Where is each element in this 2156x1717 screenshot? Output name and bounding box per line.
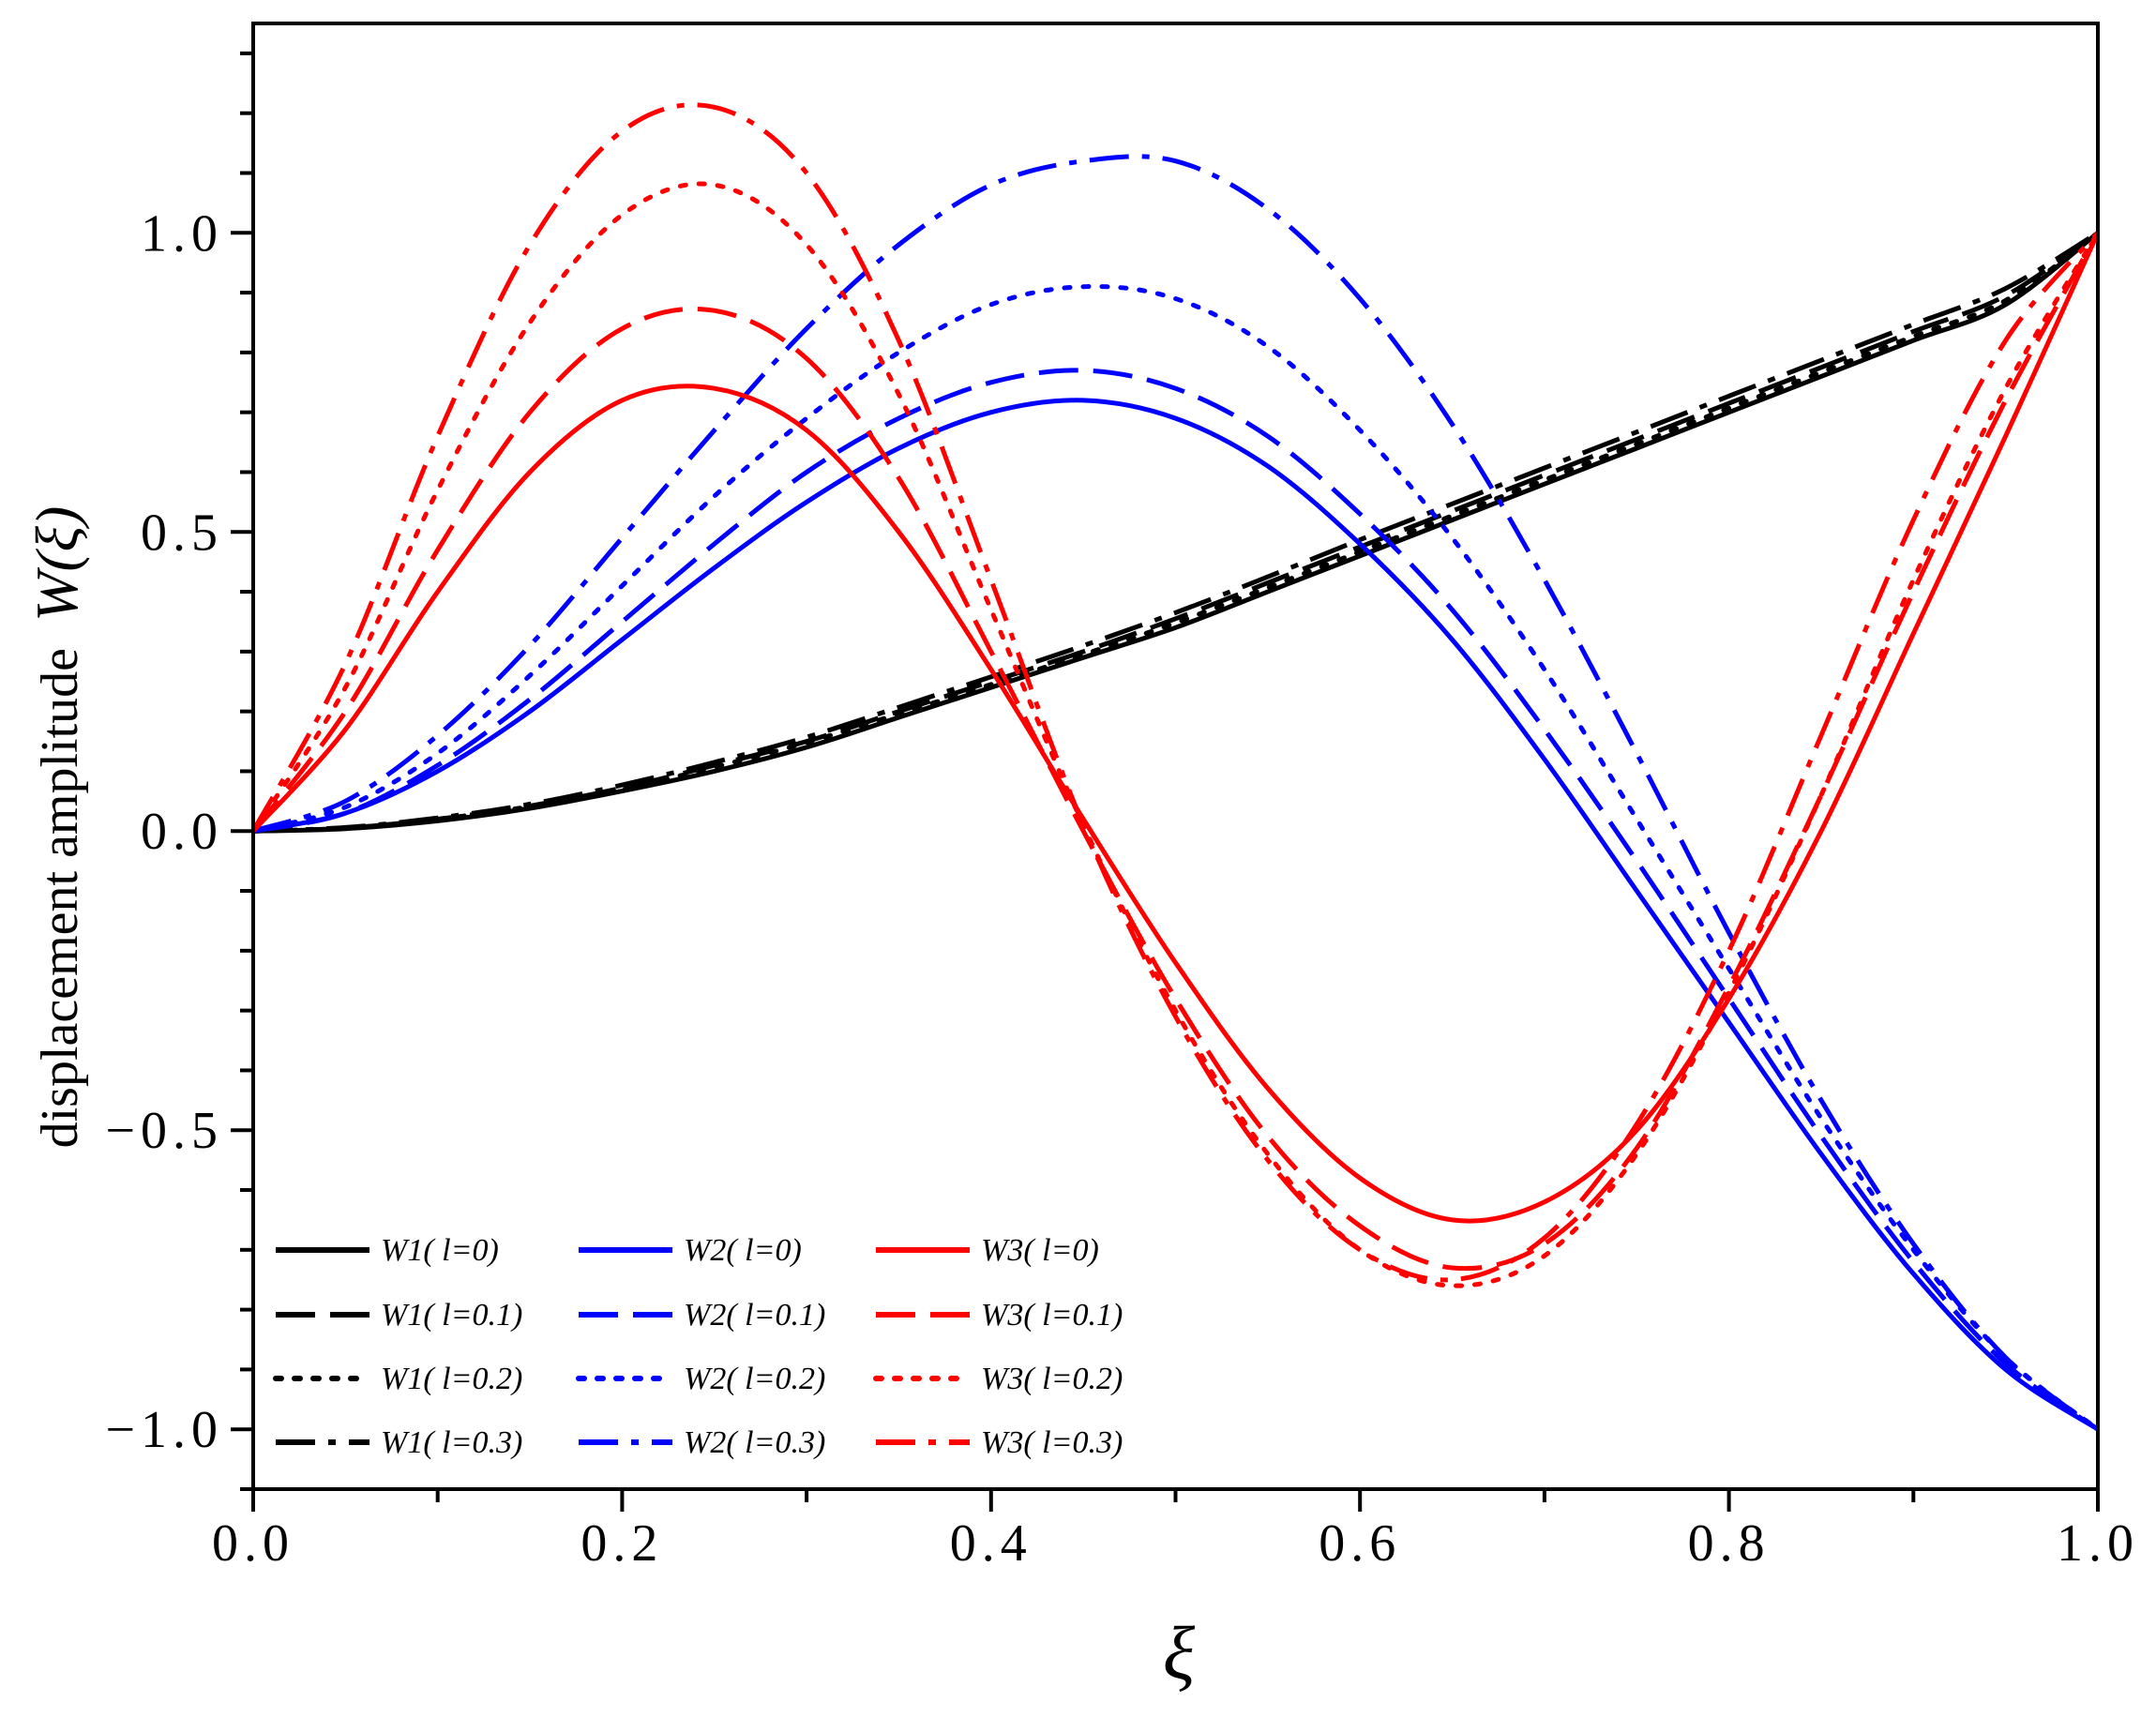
legend-entry: W3( l=0.1) [876,1298,1123,1333]
legend: W1( l=0) W1( l=0.1) W1( l=0.2) W1( l=0.3) W2… [273,1233,1123,1460]
y-tick-label: 0.5 [141,504,223,562]
legend-entry: W1( l=0.3) [276,1425,522,1460]
series-line-w1-l0 [253,231,2098,834]
legend-entry: W2( l=0) [579,1233,802,1268]
series-line-w1-l03 [253,231,2098,834]
y-tick-label: 1.0 [141,204,223,263]
legend-label: W2( l=0) [684,1233,802,1268]
series-line-w3-l0 [253,232,2098,1224]
x-tick-label: 0.2 [580,1514,663,1573]
x-axis-title: ξ [1163,1613,1196,1695]
x-tick-label: 0.4 [950,1514,1033,1573]
legend-entry: W3( l=0.2) [873,1362,1123,1396]
legend-entry: W1( l=0.2) [273,1362,522,1396]
plot-frame [251,22,2100,1491]
x-tick-label: 0.6 [1319,1514,1401,1573]
x-tick-label: 0.8 [1688,1514,1771,1573]
series-line-w2-l01 [253,368,2098,1432]
x-tick-label: 1.0 [2057,1514,2139,1573]
y-tick-label: −0.5 [105,1102,223,1160]
series-line-w3-l01 [253,232,2098,1272]
series-line-w1-l02 [253,230,2098,834]
legend-label: W2( l=0.1) [684,1298,825,1333]
legend-entry: W2( l=0.2) [576,1362,825,1396]
series-line-w2-l03 [253,154,2098,1432]
legend-label: W3( l=0.3) [981,1425,1123,1460]
legend-entry: W2( l=0.1) [579,1298,825,1333]
tick-labels: 0.0 0.2 0.4 0.6 0.8 1.0 −1.0 −0.5 0.0 0.5 1.0 [105,204,2139,1573]
legend-entry: W1( l=0.1) [276,1298,522,1333]
legend-label: W3( l=0) [981,1233,1099,1268]
y-tick-label: 0.0 [141,803,223,861]
series-line-w3-l03 [253,102,2098,1283]
y-axis-title-symbol: W(ξ) [23,506,90,622]
legend-entry: W3( l=0) [876,1233,1099,1268]
legend-label: W1( l=0.1) [381,1298,522,1333]
legend-entry: W2( l=0.3) [579,1425,825,1460]
legend-label: W1( l=0.2) [381,1362,522,1396]
series-line-w2-l02 [253,284,2098,1432]
series-line-w2-l0 [253,398,2098,1432]
y-tick-label: −1.0 [105,1401,223,1459]
series-line-w1-l01 [253,231,2098,834]
legend-label: W3( l=0.1) [981,1298,1123,1333]
legend-entry: W3( l=0.3) [876,1425,1123,1460]
legend-label: W1( l=0) [381,1233,499,1268]
y-axis-title-text: displacement amplitude [31,648,89,1148]
legend-label: W2( l=0.2) [684,1362,825,1396]
y-axis-title: displacement amplitude W(ξ) [23,506,90,1149]
legend-entry: W1( l=0) [276,1233,499,1268]
x-tick-label: 0.0 [212,1514,294,1573]
axis-ticks [231,51,2100,1512]
legend-label: W3( l=0.2) [981,1362,1123,1396]
legend-label: W1( l=0.3) [381,1425,522,1460]
legend-label: W2( l=0.3) [684,1425,825,1460]
plot-curves [253,102,2098,1432]
